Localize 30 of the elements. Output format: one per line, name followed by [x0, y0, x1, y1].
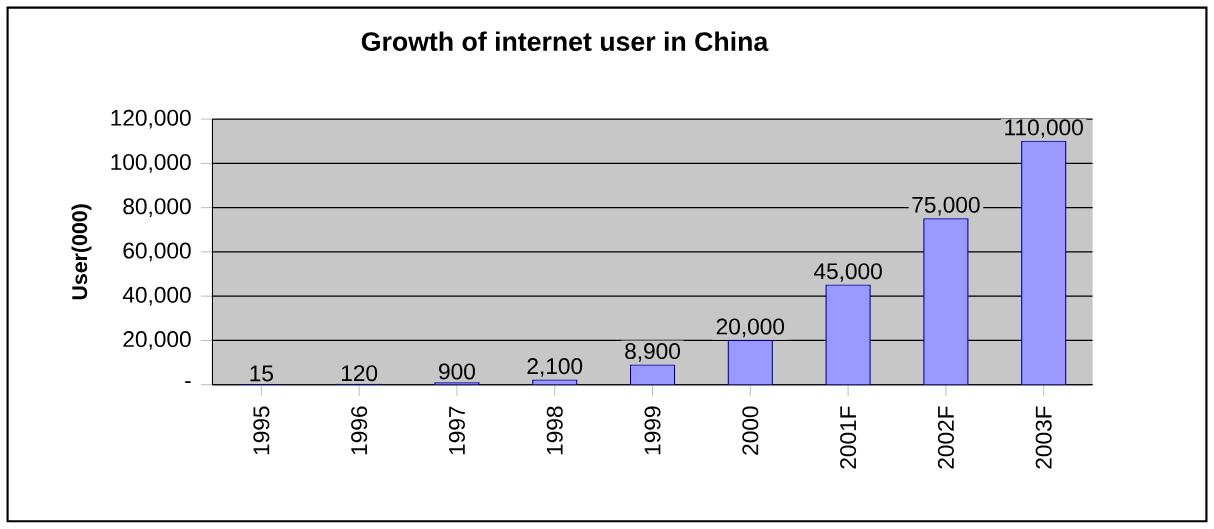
data-label: 45,000	[813, 263, 882, 282]
bar	[727, 339, 773, 385]
x-tick-label: 2002F	[937, 406, 954, 469]
data-label: 110,000	[1005, 119, 1083, 139]
y-axis-title: User(000)	[71, 204, 92, 300]
data-label: 900	[439, 363, 475, 380]
y-tick-label: 120,000	[111, 109, 191, 129]
x-tick-label: 1995	[253, 406, 270, 455]
x-tick-label: 2000	[742, 406, 759, 455]
x-tick-label: 1999	[644, 406, 661, 455]
y-tick-label: 40,000	[122, 286, 191, 306]
x-tick-label: 1998	[546, 406, 563, 455]
data-label: 2,100	[527, 358, 583, 377]
chart-title: Growth of internet user in China	[361, 31, 769, 52]
x-tick-label: 1997	[448, 406, 465, 455]
data-label: 8,900	[625, 343, 680, 362]
data-label: 75,000	[912, 196, 980, 216]
bar	[825, 284, 871, 385]
x-tick-label: 2003F	[1035, 406, 1052, 469]
y-tick-label: 100,000	[111, 154, 191, 173]
x-tick-label: 2001F	[840, 406, 857, 469]
bar	[532, 379, 578, 385]
y-tick-label: 20,000	[123, 331, 191, 350]
data-label: 120	[341, 365, 378, 382]
data-label: 15	[250, 365, 274, 382]
x-tick-label: 1996	[351, 406, 368, 455]
y-tick-label: 80,000	[123, 198, 191, 218]
data-label: 20,000	[716, 318, 785, 338]
y-tick-label: -	[185, 381, 191, 384]
y-tick-label: 60,000	[123, 242, 191, 262]
